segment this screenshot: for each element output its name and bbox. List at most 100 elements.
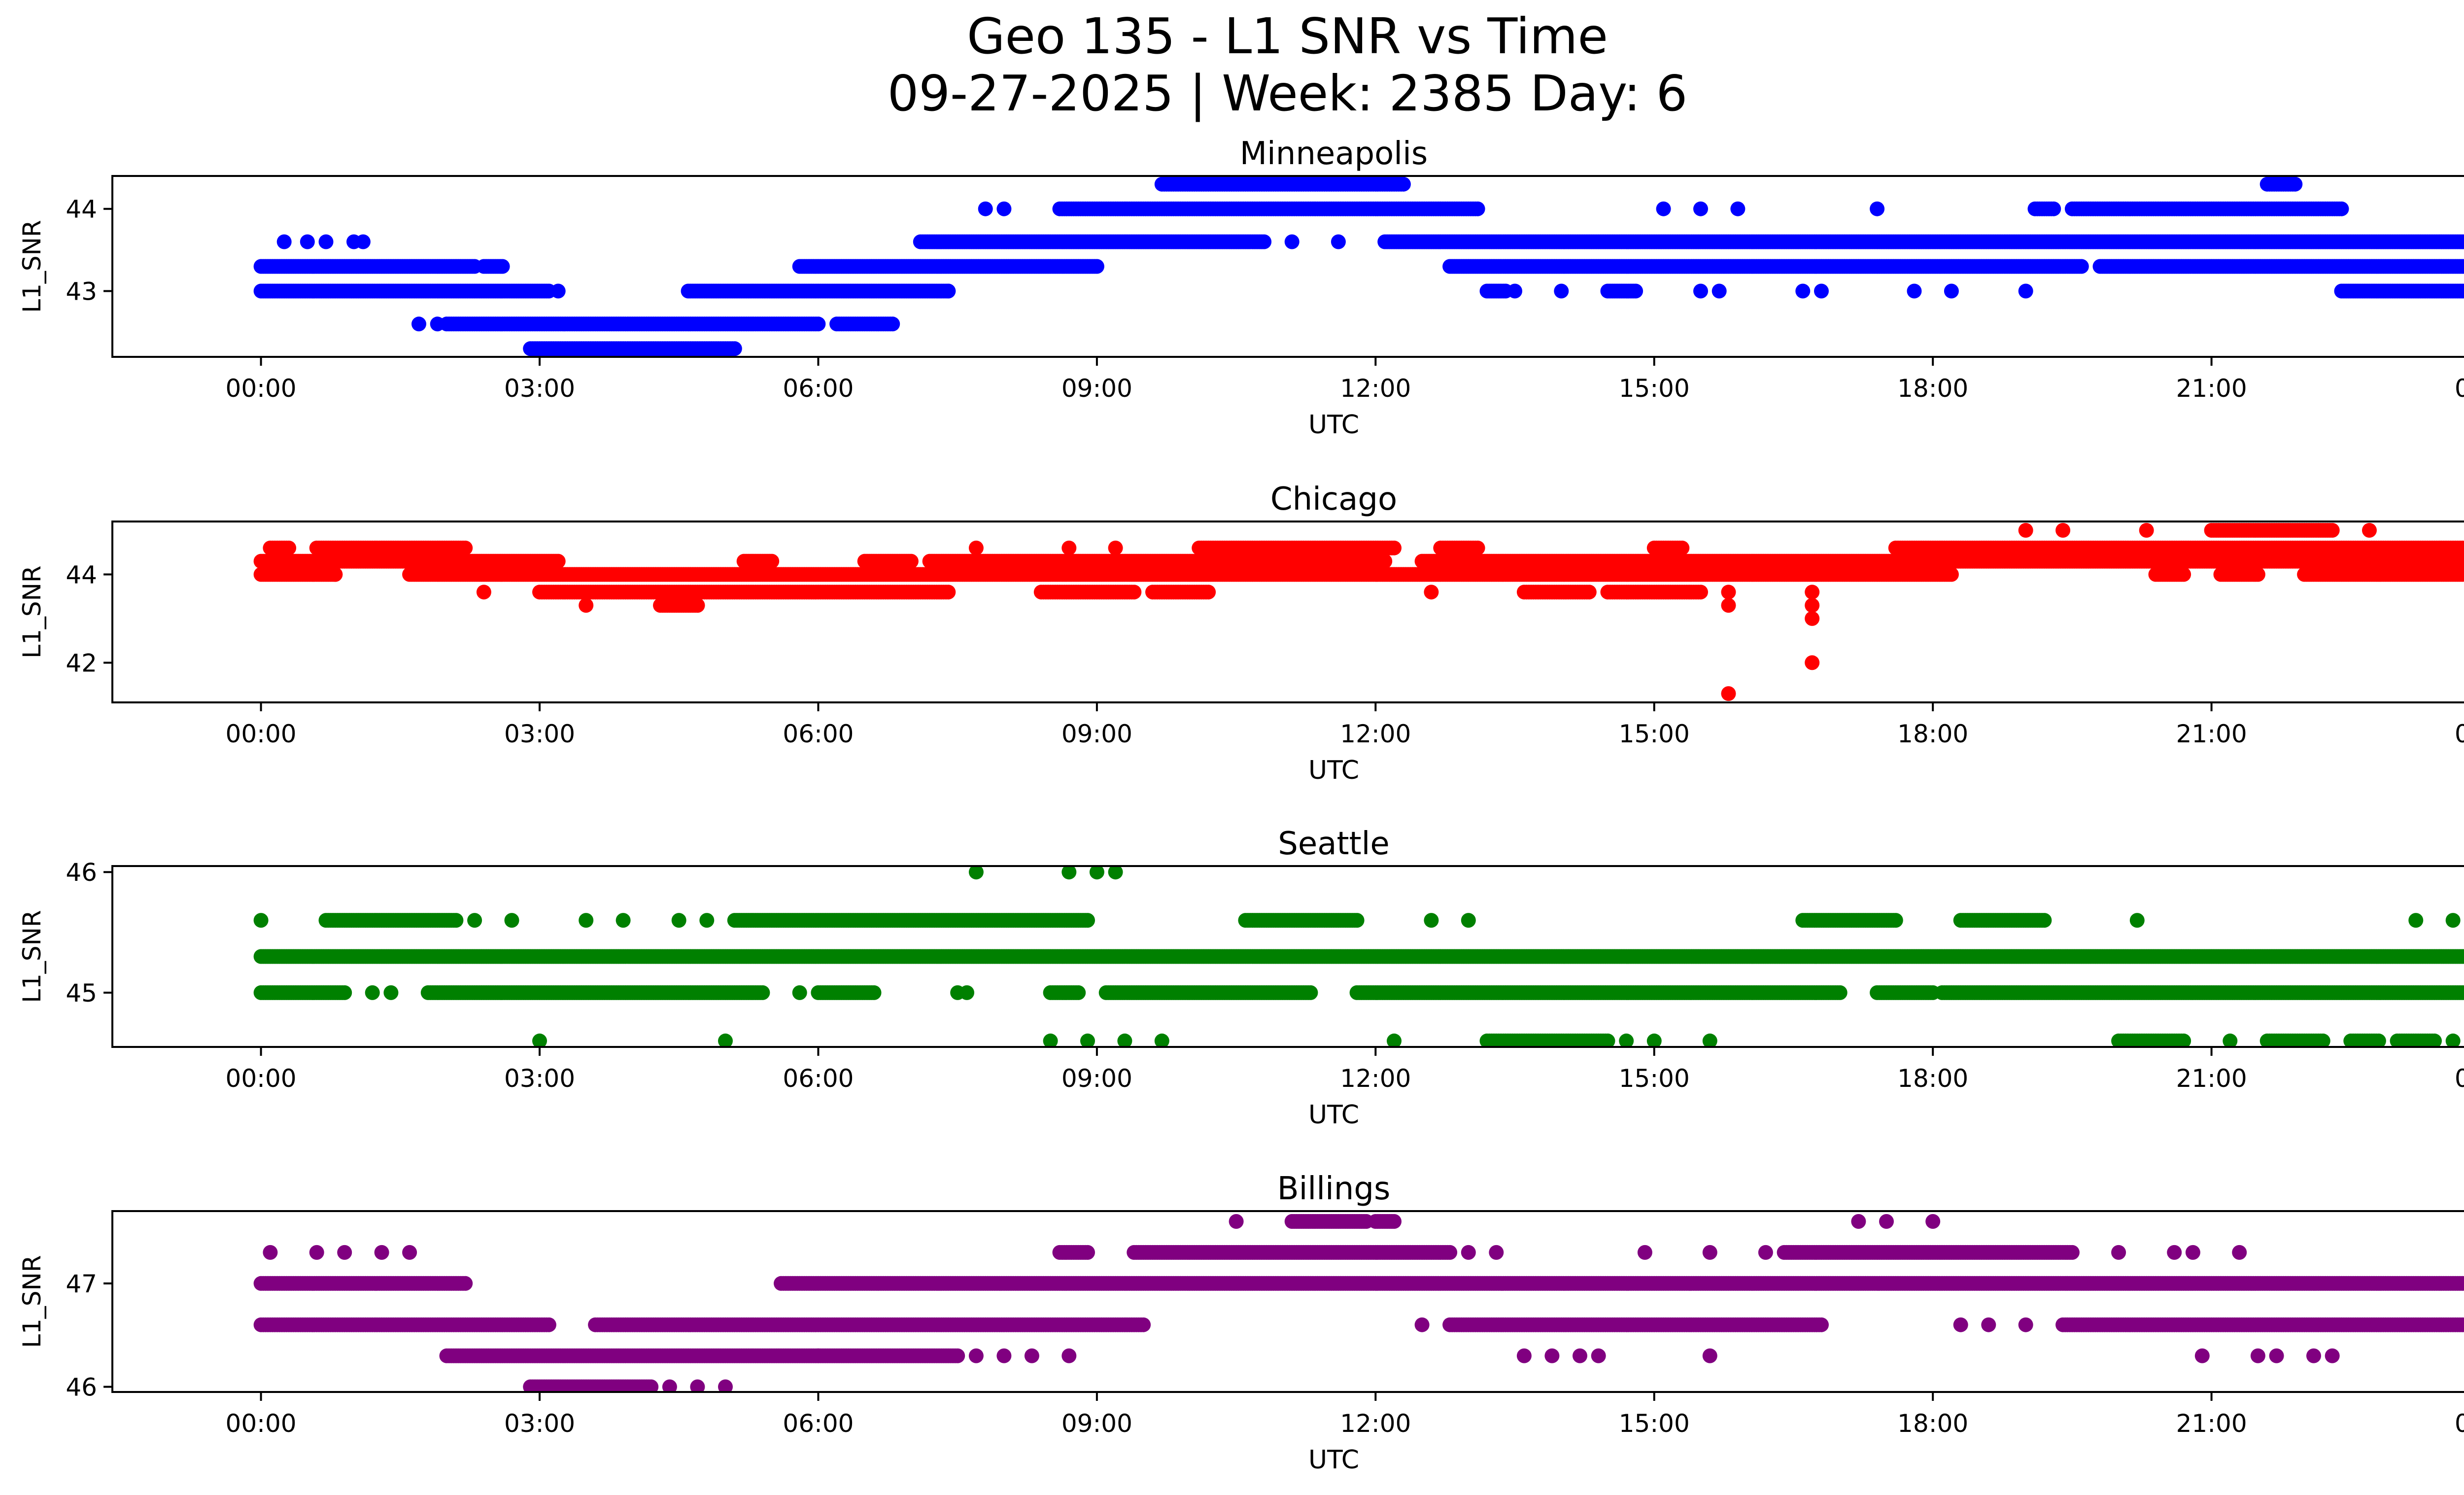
data-point xyxy=(355,234,371,249)
data-point xyxy=(2046,201,2061,216)
data-point xyxy=(550,283,566,299)
data-point xyxy=(1108,540,1123,556)
data-point xyxy=(1581,585,1597,600)
x-tick-label: 15:00 xyxy=(1619,374,1690,403)
x-tick-label: 06:00 xyxy=(783,374,854,403)
data-point xyxy=(1424,585,1439,600)
series-points xyxy=(253,866,2464,1047)
data-point xyxy=(2462,543,2464,554)
x-tick-label: 12:00 xyxy=(1340,374,1411,403)
data-point xyxy=(495,259,510,274)
data-point xyxy=(2055,522,2071,538)
data-point xyxy=(1944,283,1959,299)
data-point xyxy=(1470,201,1485,216)
data-point xyxy=(1805,655,1820,670)
data-point xyxy=(1693,283,1708,299)
data-point xyxy=(1656,201,1671,216)
data-point xyxy=(968,540,984,556)
data-point xyxy=(300,234,315,249)
data-point xyxy=(2325,522,2340,538)
data-point xyxy=(1721,598,1736,613)
x-tick-label: 21:00 xyxy=(2176,374,2247,403)
data-point xyxy=(690,598,705,613)
data-point xyxy=(2176,567,2191,582)
data-point xyxy=(811,316,826,332)
x-tick-label: 00:00 xyxy=(2455,374,2464,403)
data-point xyxy=(1201,585,1216,600)
x-tick-label: 18:00 xyxy=(1897,720,1968,748)
data-point xyxy=(1628,283,1643,299)
data-point xyxy=(1805,585,1820,600)
data-point xyxy=(1284,234,1300,249)
data-point xyxy=(1693,201,1708,216)
axes-frame xyxy=(111,521,2464,703)
data-point xyxy=(1554,283,1569,299)
y-tick-label: 44 xyxy=(66,195,97,224)
x-tick-label: 15:00 xyxy=(1619,720,1690,748)
data-point xyxy=(764,554,780,569)
y-axis-label: L1_SNR xyxy=(18,565,46,659)
data-point xyxy=(2334,201,2349,216)
x-tick-label: 18:00 xyxy=(1897,374,1968,403)
data-point xyxy=(2462,236,2464,247)
data-point xyxy=(281,540,297,556)
data-point xyxy=(996,201,1012,216)
data-point xyxy=(1396,176,1411,192)
data-point xyxy=(1675,540,1690,556)
data-point xyxy=(1061,540,1077,556)
x-tick-label: 12:00 xyxy=(1340,720,1411,748)
data-point xyxy=(2362,522,2377,538)
figure-title: Geo 135 - L1 SNR vs Time 09-27-2025 | We… xyxy=(0,8,2464,122)
data-point xyxy=(2288,176,2303,192)
data-point xyxy=(941,585,956,600)
data-point xyxy=(1870,201,1885,216)
data-point xyxy=(1721,686,1736,701)
y-tick-label: 43 xyxy=(66,278,97,306)
data-point xyxy=(2074,259,2089,274)
data-point xyxy=(941,283,956,299)
data-point xyxy=(2018,283,2033,299)
data-point xyxy=(1711,283,1727,299)
data-point xyxy=(2462,556,2464,567)
x-tick-label: 06:00 xyxy=(783,720,854,748)
x-tick-label: 03:00 xyxy=(504,374,575,403)
data-point xyxy=(1693,585,1708,600)
data-point xyxy=(1377,554,1393,569)
data-point xyxy=(430,316,445,332)
data-point xyxy=(276,234,292,249)
chart-title: Minneapolis xyxy=(1240,136,1428,172)
x-tick-label: 00:00 xyxy=(226,720,297,748)
data-point xyxy=(903,554,919,569)
data-point xyxy=(1944,567,1959,582)
data-point xyxy=(1805,611,1820,626)
data-point xyxy=(1814,283,1829,299)
data-point xyxy=(579,598,594,613)
x-tick-label: 03:00 xyxy=(504,720,575,748)
data-point xyxy=(1907,283,1922,299)
data-point xyxy=(1470,540,1485,556)
x-tick-label: 00:00 xyxy=(2455,720,2464,748)
series-points xyxy=(253,176,2464,356)
data-point xyxy=(1805,598,1820,613)
y-tick-label: 44 xyxy=(66,560,97,589)
data-point xyxy=(448,913,464,928)
data-point xyxy=(458,540,473,556)
data-point xyxy=(727,341,742,356)
data-point xyxy=(1127,585,1142,600)
data-point xyxy=(1089,259,1104,274)
data-point xyxy=(2462,285,2464,297)
data-point xyxy=(1331,234,1346,249)
data-point xyxy=(1795,283,1811,299)
data-point xyxy=(2250,567,2265,582)
axes-frame xyxy=(111,175,2464,358)
data-point xyxy=(328,567,343,582)
data-point xyxy=(1507,283,1522,299)
data-point xyxy=(2018,522,2033,538)
data-point xyxy=(1721,585,1736,600)
data-point xyxy=(318,234,334,249)
